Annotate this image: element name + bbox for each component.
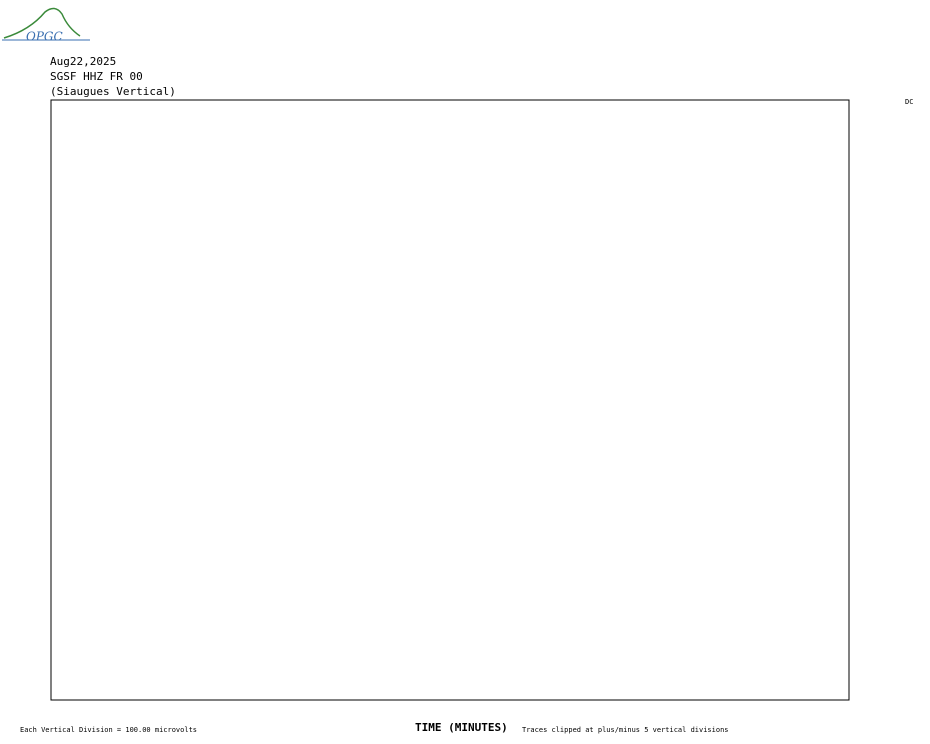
plot-frame (50, 99, 850, 701)
x-axis-title: TIME (MINUTES) (415, 721, 508, 734)
scale-note: Each Vertical Division = 100.00 microvol… (20, 726, 197, 734)
clip-note: Traces clipped at plus/minus 5 vertical … (522, 726, 729, 734)
logo-text: OPGC (26, 30, 63, 44)
dc-title: DC (905, 98, 913, 106)
logo-curve (3, 7, 81, 39)
date: Aug22,2025 (50, 55, 116, 68)
location: (Siaugues Vertical) (50, 85, 176, 98)
station: SGSF HHZ FR 00 (50, 70, 143, 83)
